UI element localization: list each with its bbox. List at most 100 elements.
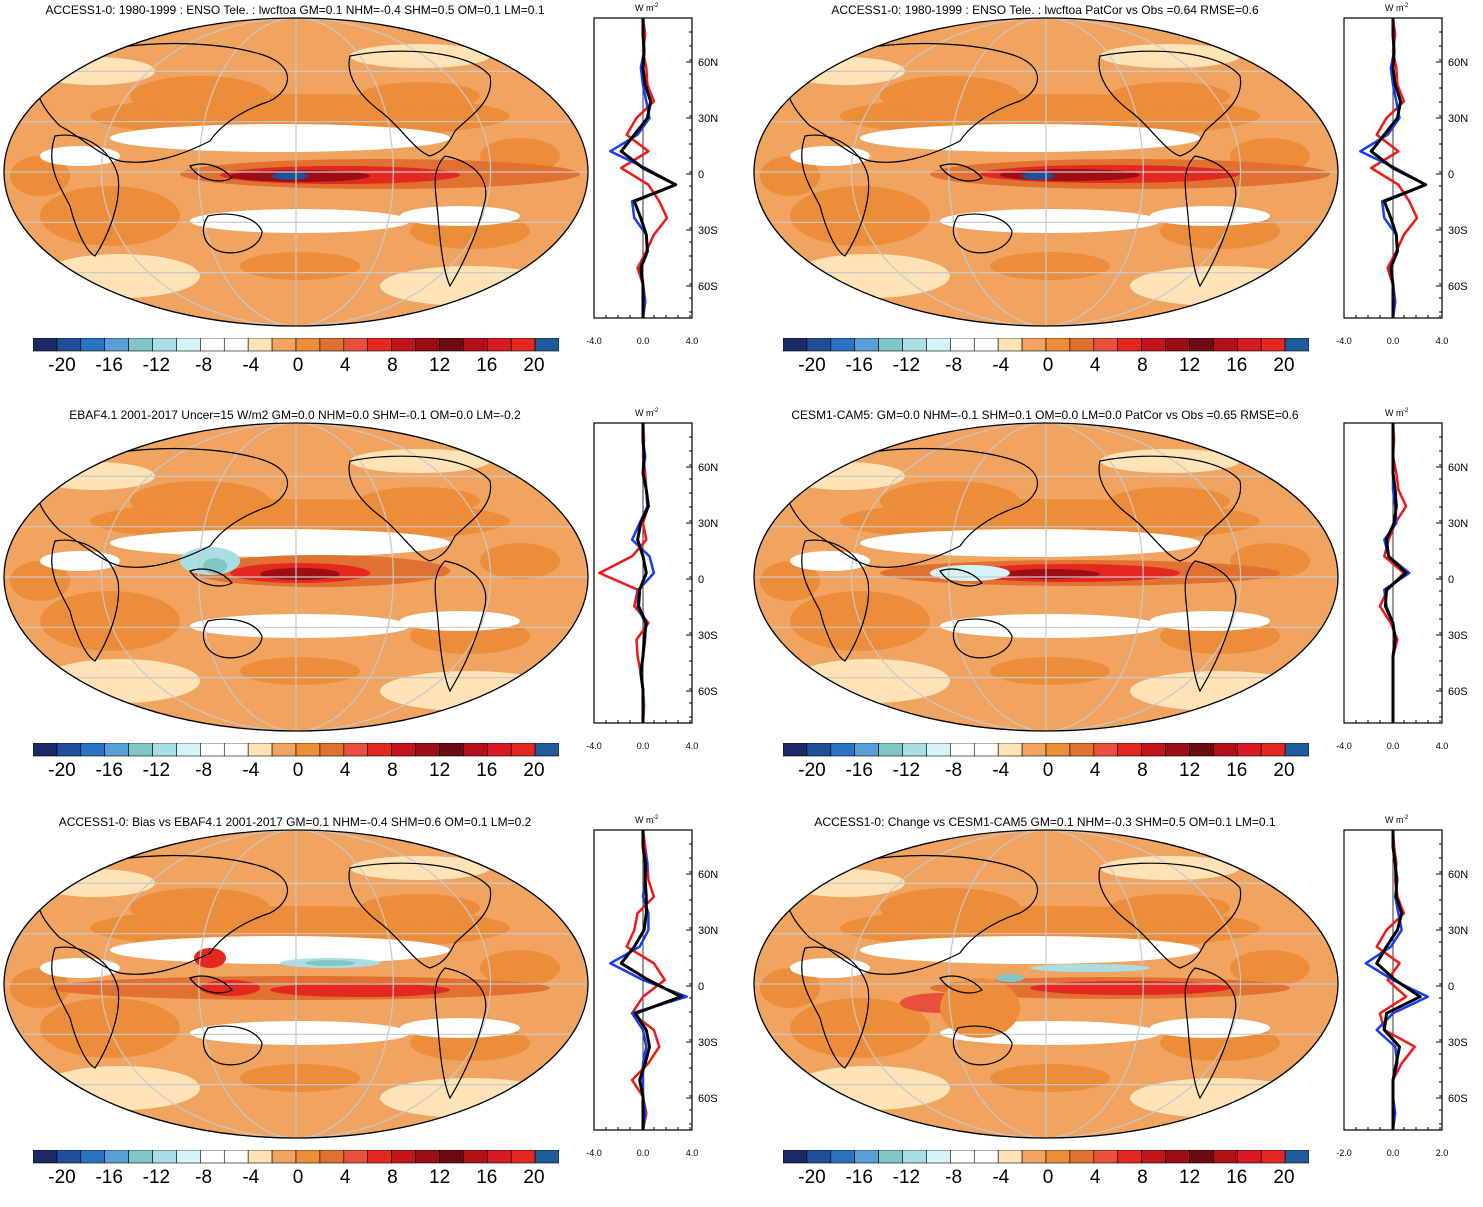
- robinson-map: [3, 829, 589, 1139]
- unit-superscript: -2: [653, 408, 659, 414]
- colorbar-tick-label: -20: [798, 760, 826, 781]
- panel-title: ACCESS1-0: 1980-1999 : ENSO Tele. : lwcf…: [45, 3, 545, 17]
- contour-region: [790, 1066, 950, 1110]
- lat-label: 60S: [1448, 1093, 1468, 1105]
- colorbar-swatch: [176, 743, 201, 757]
- colorbar-swatch: [486, 1150, 512, 1164]
- unit-label: W m: [635, 408, 654, 418]
- colorbar-swatch: [973, 338, 999, 352]
- lat-label: 60N: [1448, 57, 1468, 69]
- contour-region: [940, 209, 1160, 233]
- unit-label: W m: [635, 3, 654, 13]
- colorbar-swatch: [1260, 743, 1286, 757]
- colorbar-tick-label: 8: [387, 355, 398, 376]
- colorbar-swatch: [1141, 1150, 1166, 1164]
- colorbar-tick-label: 20: [1273, 355, 1295, 376]
- x-tick-label: 0.0: [637, 1148, 650, 1158]
- colorbar-swatch: [1284, 1150, 1309, 1164]
- colorbar-swatch: [926, 1150, 951, 1164]
- contour-region: [380, 671, 560, 711]
- colorbar-swatch: [391, 338, 416, 352]
- colorbar-tick-label: -12: [142, 355, 171, 376]
- contour-region: [40, 1066, 200, 1110]
- colorbar-tick-label: -8: [945, 760, 963, 781]
- colorbar-swatch: [1189, 743, 1214, 757]
- colorbar-swatch: [1213, 1150, 1238, 1164]
- x-tick-label: 2.0: [1436, 1148, 1449, 1158]
- x-tick-label: -4.0: [1336, 741, 1352, 751]
- colorbar-swatch: [271, 338, 297, 352]
- colorbar-labels: -20 -16 -12 -8 -4 0 4 8 12 16 20: [0, 1167, 590, 1189]
- colorbar: [783, 1150, 1309, 1164]
- colorbar-tick-label: -8: [195, 355, 213, 376]
- contour-region: [360, 487, 480, 515]
- colorbar-swatch: [439, 1150, 464, 1164]
- colorbar-swatch: [319, 743, 345, 757]
- red-profile-line: [1369, 17, 1419, 319]
- colorbar-tick-label: -16: [95, 355, 123, 376]
- colorbar-swatch: [878, 743, 903, 757]
- contour-region: [400, 611, 520, 631]
- unit-label: W m: [1385, 3, 1404, 13]
- colorbar-swatch: [783, 1150, 808, 1164]
- colorbar-tick-label: -20: [48, 760, 76, 781]
- colorbar-tick-label: 20: [1273, 760, 1295, 781]
- colorbar-swatch: [439, 743, 464, 757]
- colorbar-swatch: [1117, 338, 1142, 352]
- colorbar-swatch: [415, 338, 440, 352]
- map-border: [3, 829, 589, 1139]
- lat-label: 30N: [1448, 925, 1468, 937]
- colorbar-swatch: [950, 743, 975, 757]
- contour-region: [1100, 856, 1240, 880]
- x-tick-label: 0.0: [637, 741, 650, 751]
- colorbar-swatch: [33, 338, 58, 352]
- contour-region: [380, 1078, 560, 1118]
- unit-label: W m: [1385, 815, 1404, 825]
- colorbar-tick-label: -4: [242, 355, 260, 376]
- contour-region: [10, 156, 70, 196]
- contour-region: [272, 172, 308, 180]
- robinson-map: [3, 17, 589, 327]
- colorbar-tick-label: 20: [523, 760, 545, 781]
- contour-region: [1130, 671, 1310, 711]
- colorbar-tick-label: -16: [845, 760, 873, 781]
- colorbar-swatch: [1045, 1150, 1071, 1164]
- contour-region: [130, 481, 270, 521]
- contour-region: [860, 936, 1200, 964]
- colorbar: [783, 338, 1309, 352]
- colorbar-swatch: [830, 338, 856, 352]
- map-border: [3, 422, 589, 732]
- colorbar-tick-label: 16: [476, 355, 498, 376]
- coastlines: [36, 854, 492, 1100]
- lat-label: 60S: [1448, 281, 1468, 293]
- colorbar-swatch: [439, 338, 464, 352]
- colorbar-swatch: [223, 338, 249, 352]
- colorbar-swatch: [510, 743, 536, 757]
- colorbar-tick-label: -4: [242, 1167, 260, 1188]
- contour-region: [40, 146, 120, 166]
- contour-region: [996, 974, 1024, 982]
- colorbar-swatch: [152, 1150, 177, 1164]
- contour-region: [480, 950, 560, 986]
- colorbar-swatch: [200, 1150, 225, 1164]
- colorbar-swatch: [854, 743, 879, 757]
- lat-label: 60S: [698, 281, 718, 293]
- x-tick-label: 4.0: [686, 1148, 699, 1158]
- x-tick-label: 0.0: [1387, 1148, 1400, 1158]
- map-border: [753, 17, 1339, 327]
- x-tick-label: 4.0: [1436, 336, 1449, 346]
- colorbar-swatch: [878, 338, 903, 352]
- x-tick-label: 4.0: [686, 741, 699, 751]
- colorbar-tick-label: 16: [1226, 355, 1248, 376]
- colorbar-labels: -20 -16 -12 -8 -4 0 4 8 12 16 20: [0, 760, 590, 782]
- colorbar-tick-label: 4: [1089, 1167, 1101, 1188]
- colorbar-tick-label: -12: [892, 355, 921, 376]
- zonal-mean-profile: W m -2 60N 30N 0 30S 60S -4.0 0.0 4.0: [586, 3, 718, 346]
- colorbar-tick-label: 12: [429, 1167, 451, 1188]
- colorbar-swatch: [295, 1150, 321, 1164]
- coastlines: [786, 854, 1242, 1100]
- colorbar-tick-label: 12: [1179, 1167, 1201, 1188]
- colorbar-swatch: [854, 338, 879, 352]
- colorbar-labels: -20 -16 -12 -8 -4 0 4 8 12 16 20: [0, 355, 590, 377]
- colorbar-tick-label: 4: [1089, 355, 1101, 376]
